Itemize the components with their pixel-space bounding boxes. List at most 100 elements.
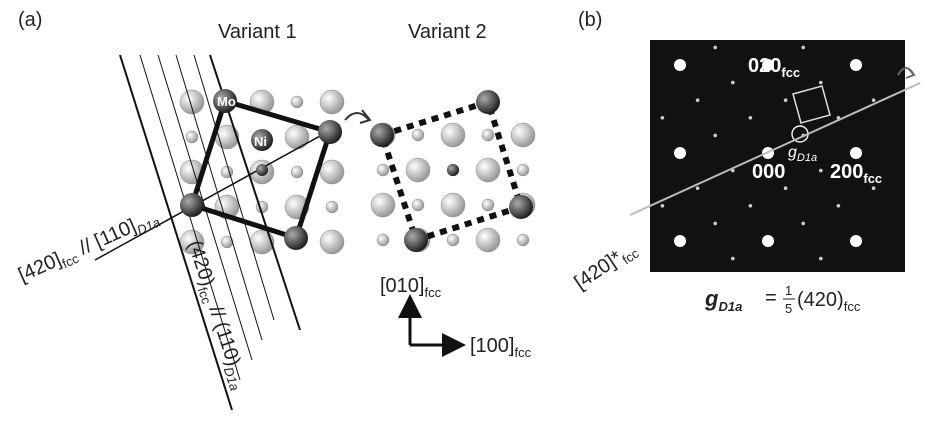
plane-label: (420)fcc // (110)D1a <box>180 238 252 393</box>
atom <box>482 199 494 211</box>
text: fcc <box>844 299 861 314</box>
atom <box>406 158 430 182</box>
atom <box>284 226 308 250</box>
spot <box>696 186 700 190</box>
text: [110] <box>91 215 139 253</box>
text: = <box>765 287 777 309</box>
atom <box>285 125 309 149</box>
text: D1a <box>221 365 243 392</box>
text: fcc <box>863 171 882 186</box>
spot <box>674 59 686 71</box>
panel-label: (b) <box>578 9 602 31</box>
atom <box>186 131 198 143</box>
text: fcc <box>424 285 441 300</box>
atom <box>320 230 344 254</box>
text: 200 <box>830 161 863 183</box>
atom-label: Mo <box>217 94 236 109</box>
spot <box>872 186 876 190</box>
atom <box>509 195 533 219</box>
text: (110) <box>210 319 245 369</box>
spot <box>850 59 862 71</box>
spot <box>713 46 717 50</box>
text: fcc <box>514 345 531 360</box>
atom <box>447 234 459 246</box>
text: [420]* <box>570 247 626 295</box>
spot <box>762 235 774 247</box>
atom <box>511 123 535 147</box>
spot <box>872 98 876 102</box>
spot <box>819 257 823 261</box>
spot <box>850 235 862 247</box>
atom <box>291 96 303 108</box>
atom <box>371 193 395 217</box>
text: D1a <box>797 152 817 164</box>
spot <box>731 81 735 85</box>
atom <box>320 160 344 184</box>
text: fcc <box>781 65 800 80</box>
spot <box>801 222 805 226</box>
spot <box>731 257 735 261</box>
figure: (a) Variant 1 Variant 2 Mo Ni [420]fcc /… <box>0 0 926 416</box>
spot <box>713 134 717 138</box>
atom <box>412 129 424 141</box>
spot <box>819 81 823 85</box>
atom <box>447 164 459 176</box>
spot <box>713 222 717 226</box>
atom <box>404 228 428 252</box>
spot <box>696 98 700 102</box>
variant-title: Variant 2 <box>408 21 487 43</box>
spot <box>850 147 862 159</box>
atom <box>441 123 465 147</box>
atom <box>412 199 424 211</box>
atom <box>476 158 500 182</box>
text: 5 <box>785 301 792 316</box>
spot <box>784 98 788 102</box>
spot <box>784 186 788 190</box>
text: (420) <box>183 238 218 289</box>
text: D1a <box>718 299 742 314</box>
spot <box>749 116 753 120</box>
spot <box>674 147 686 159</box>
text: gD1a <box>704 286 742 314</box>
atom-label: Ni <box>254 134 267 149</box>
atom <box>482 129 494 141</box>
direction-label: [420]fcc // [110]D1a <box>15 205 162 289</box>
equation: gD1a = 1 5 (420)fcc <box>704 283 861 316</box>
atom <box>377 234 389 246</box>
atom <box>476 90 500 114</box>
atom <box>517 164 529 176</box>
atom <box>318 120 342 144</box>
text: D1a <box>135 215 163 238</box>
spot-label: 000 <box>752 161 785 183</box>
atom <box>476 228 500 252</box>
text: 1 <box>785 283 792 298</box>
text: (420)fcc <box>797 289 861 314</box>
atom <box>180 193 204 217</box>
atom <box>441 193 465 217</box>
text: (420) <box>797 289 844 311</box>
text: g <box>704 286 719 311</box>
atom <box>256 164 268 176</box>
text: g <box>788 144 797 161</box>
spot <box>801 46 805 50</box>
atom <box>320 90 344 114</box>
rotation-icon <box>345 110 370 123</box>
atom <box>370 123 394 147</box>
lattice <box>180 90 535 254</box>
spot <box>837 204 841 208</box>
spot <box>749 204 753 208</box>
atom <box>326 201 338 213</box>
spot <box>661 204 665 208</box>
atom <box>377 164 389 176</box>
variant-title: Variant 1 <box>218 21 297 43</box>
axis-label: [010]fcc <box>380 275 442 300</box>
atom <box>517 234 529 246</box>
text: [100] <box>470 335 514 357</box>
direction-label: [420]*fcc <box>570 237 641 297</box>
text: 020 <box>748 55 781 77</box>
text: [010] <box>380 275 424 297</box>
spot <box>661 116 665 120</box>
spot <box>674 235 686 247</box>
atom <box>180 90 204 114</box>
atom <box>221 166 233 178</box>
